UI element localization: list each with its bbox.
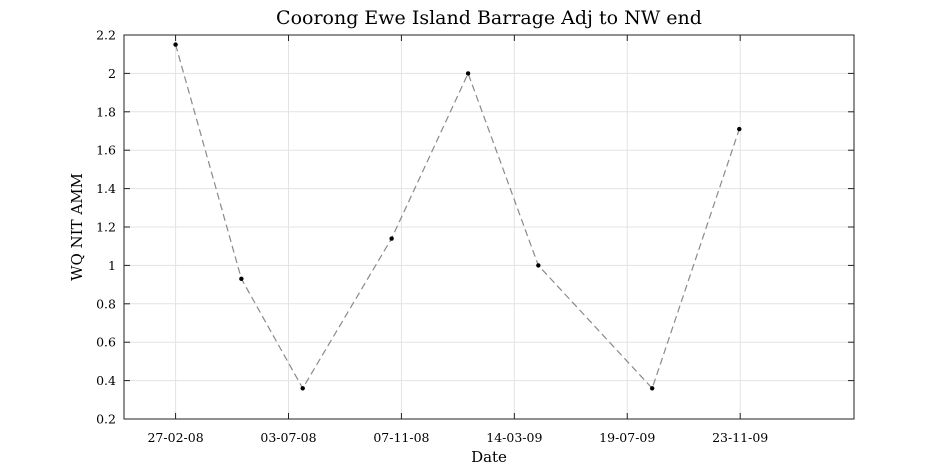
axis-ticks xyxy=(124,34,854,420)
x-tick-label: 27-02-08 xyxy=(147,430,203,445)
grid xyxy=(124,34,854,420)
data-point xyxy=(389,236,394,241)
data-point xyxy=(737,126,742,132)
x-tick-label: 23-11-09 xyxy=(712,430,768,445)
data-point xyxy=(173,42,178,47)
data-point xyxy=(300,386,305,391)
data-point xyxy=(465,71,471,76)
x-axis-label: Date xyxy=(471,448,507,466)
y-tick-label: 2.2 xyxy=(96,28,116,43)
y-tick-label: 1.8 xyxy=(96,104,116,119)
data-point xyxy=(239,276,244,282)
x-tick-label: 03-07-08 xyxy=(260,430,316,445)
y-tick-labels: 0.2 0.4 0.6 0.8 1 1.2 1.4 1.6 1.8 2 2.2 xyxy=(96,28,116,427)
y-tick-label: 1.4 xyxy=(96,181,116,196)
x-tick-labels: 27-02-08 03-07-08 07-11-08 14-03-09 19-07-09… xyxy=(147,430,768,445)
x-tick-label: 14-03-09 xyxy=(486,430,542,445)
y-tick-label: 1.2 xyxy=(96,220,116,235)
y-tick-label: 0.2 xyxy=(96,412,116,427)
y-tick-label: 2 xyxy=(108,66,116,81)
x-tick-label: 19-07-09 xyxy=(599,430,655,445)
y-tick-label: 0.6 xyxy=(96,335,116,350)
y-axis-label: WQ NIT AMM xyxy=(68,173,86,281)
x-tick-label: 07-11-08 xyxy=(373,430,429,445)
y-tick-label: 1 xyxy=(108,258,116,273)
data-points xyxy=(173,42,742,391)
data-point xyxy=(649,386,655,391)
data-point xyxy=(536,263,541,268)
series-line xyxy=(175,44,740,390)
chart-title: Coorong Ewe Island Barrage Adj to NW end xyxy=(276,7,702,29)
y-tick-label: 1.6 xyxy=(96,143,116,158)
y-tick-label: 0.8 xyxy=(96,296,116,311)
y-tick-label: 0.4 xyxy=(96,373,116,388)
